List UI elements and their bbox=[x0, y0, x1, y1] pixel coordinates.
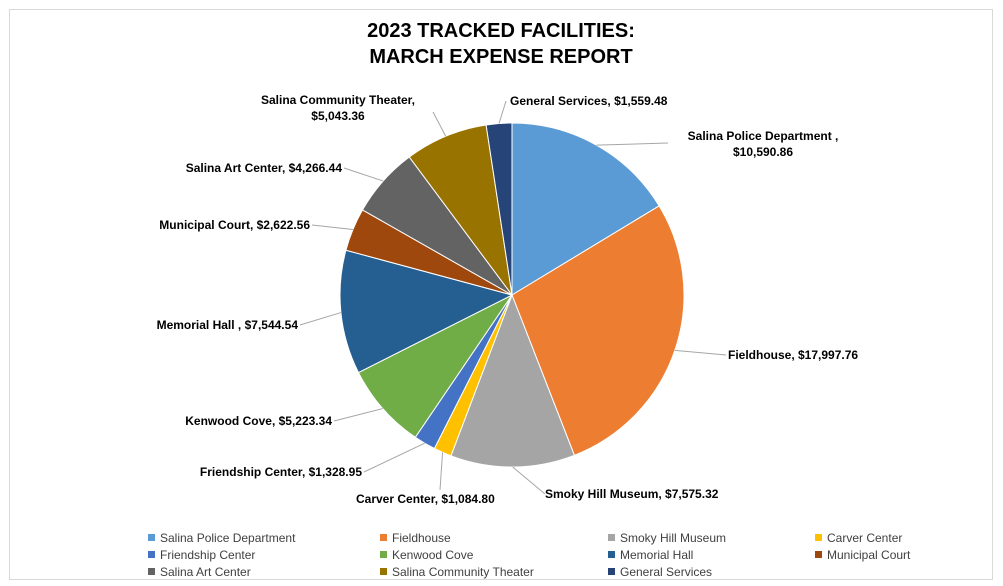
legend-item: Friendship Center bbox=[148, 548, 255, 562]
legend-item: General Services bbox=[608, 565, 712, 579]
data-label: Salina Police Department , $10,590.86 bbox=[687, 129, 839, 159]
legend-swatch bbox=[815, 534, 822, 541]
data-label: General Services, $1,559.48 bbox=[510, 94, 668, 108]
legend-swatch bbox=[608, 551, 615, 558]
legend-swatch bbox=[148, 568, 155, 575]
legend-swatch bbox=[608, 568, 615, 575]
legend-item: Kenwood Cove bbox=[380, 548, 473, 562]
legend-label: Salina Art Center bbox=[160, 565, 251, 579]
legend-label: Smoky Hill Museum bbox=[620, 531, 727, 545]
legend-swatch bbox=[815, 551, 822, 558]
data-label: Friendship Center, $1,328.95 bbox=[199, 465, 362, 479]
data-label: Municipal Court, $2,622.56 bbox=[159, 218, 310, 232]
legend-item: Fieldhouse bbox=[380, 531, 451, 545]
leader-line bbox=[343, 167, 384, 182]
leader-line bbox=[674, 349, 727, 356]
legend-item: Carver Center bbox=[815, 531, 902, 545]
legend-swatch bbox=[380, 534, 387, 541]
legend-swatch bbox=[148, 551, 155, 558]
leader-line bbox=[363, 442, 425, 473]
leader-line bbox=[512, 466, 546, 495]
chart-title: 2023 TRACKED FACILITIES: MARCH EXPENSE R… bbox=[367, 20, 635, 68]
leader-line bbox=[596, 142, 669, 146]
leader-line bbox=[498, 100, 507, 124]
leader-line bbox=[311, 224, 353, 231]
legend-swatch bbox=[608, 534, 615, 541]
legend-label: Memorial Hall bbox=[620, 548, 694, 562]
leader-line bbox=[299, 312, 342, 326]
legend-label: Friendship Center bbox=[160, 548, 256, 562]
legend-label: General Services bbox=[620, 565, 713, 579]
legend-item: Smoky Hill Museum bbox=[608, 531, 726, 545]
legend-item: Memorial Hall bbox=[608, 548, 693, 562]
data-label: Salina Art Center, $4,266.44 bbox=[185, 161, 342, 175]
data-label: Memorial Hall , $7,544.54 bbox=[156, 318, 298, 332]
legend-label: Fieldhouse bbox=[392, 531, 451, 545]
legend-item: Municipal Court bbox=[815, 548, 910, 562]
pie-slice bbox=[511, 122, 660, 296]
data-label: Smoky Hill Museum, $7,575.32 bbox=[545, 487, 719, 501]
legend-label: Kenwood Cove bbox=[392, 548, 474, 562]
legend-item: Salina Police Department bbox=[148, 531, 295, 545]
legend-swatch bbox=[148, 534, 155, 541]
legend-swatch bbox=[380, 568, 387, 575]
legend-item: Salina Community Theater bbox=[380, 565, 534, 579]
data-label: Fieldhouse, $17,997.76 bbox=[728, 348, 859, 362]
legend-label: Salina Police Department bbox=[160, 531, 296, 545]
leader-line bbox=[439, 452, 444, 491]
leader-line bbox=[333, 408, 383, 422]
legend-swatch bbox=[380, 551, 387, 558]
legend-label: Carver Center bbox=[827, 531, 903, 545]
pie-slice bbox=[511, 205, 685, 456]
legend-item: Salina Art Center bbox=[148, 565, 251, 579]
legend-label: Salina Community Theater bbox=[392, 565, 534, 579]
leader-line bbox=[432, 111, 447, 137]
data-label: Salina Community Theater, $5,043.36 bbox=[260, 93, 416, 123]
legend-label: Municipal Court bbox=[827, 548, 911, 562]
data-label: Kenwood Cove, $5,223.34 bbox=[185, 414, 332, 428]
data-label: Carver Center, $1,084.80 bbox=[356, 492, 495, 506]
